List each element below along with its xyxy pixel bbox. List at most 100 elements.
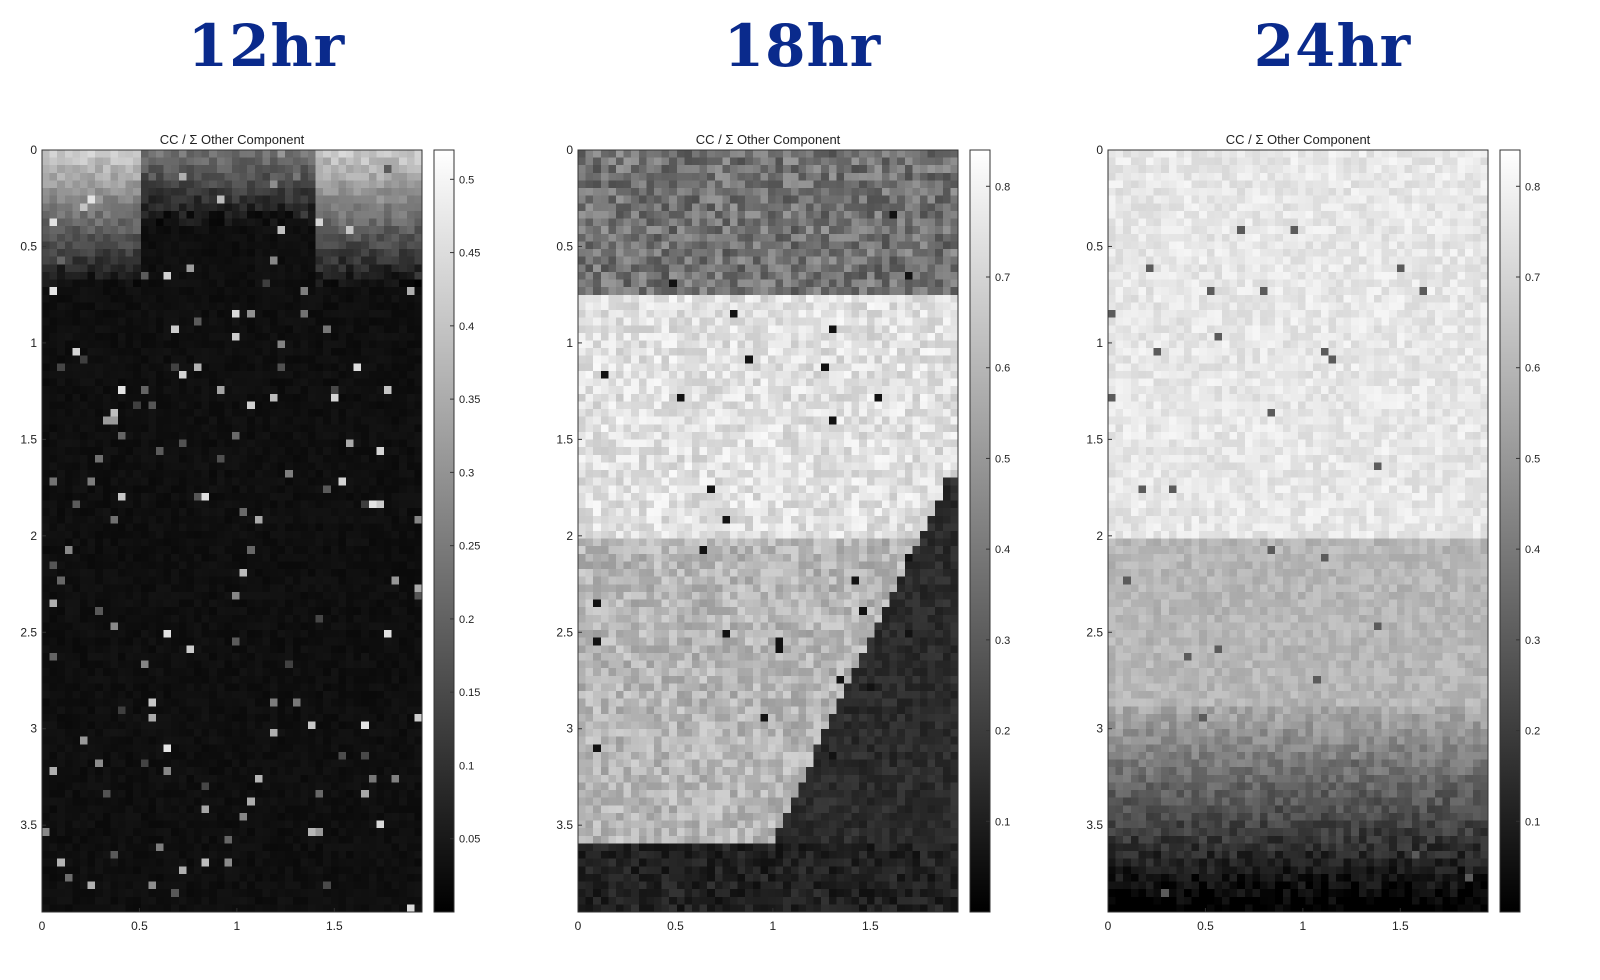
heatmap-cell: [308, 416, 316, 425]
heatmap-cell: [125, 470, 134, 478]
heatmap-cell: [171, 805, 180, 814]
heatmap-cell: [57, 584, 66, 593]
heatmap-cell: [186, 294, 195, 303]
heatmap-cell: [102, 325, 111, 334]
heatmap-cell: [254, 767, 263, 776]
heatmap-cell: [292, 378, 301, 387]
heatmap-cell: [239, 310, 248, 318]
heatmap-cell: [224, 591, 233, 600]
heatmap-cell: [270, 226, 278, 235]
heatmap-cell: [376, 378, 385, 387]
heatmap-cell: [323, 195, 332, 204]
heatmap-cell: [163, 668, 172, 677]
heatmap-cell: [239, 774, 248, 783]
heatmap-cell: [277, 279, 286, 288]
heatmap-cell: [118, 241, 126, 250]
heatmap-cell: [239, 843, 248, 852]
heatmap-cell: [292, 523, 301, 532]
heatmap-cell: [102, 820, 111, 829]
heatmap-cell: [399, 691, 408, 699]
heatmap-cell: [49, 515, 58, 524]
heatmap-cell: [262, 401, 271, 410]
heatmap-cell: [376, 828, 385, 837]
heatmap-cell: [247, 599, 256, 608]
heatmap-cell: [292, 881, 301, 890]
heatmap-cell: [285, 409, 294, 417]
heatmap-cell: [285, 751, 294, 760]
heatmap-cell: [254, 828, 263, 837]
heatmap-cell: [102, 470, 111, 478]
heatmap-cell: [186, 751, 195, 760]
heatmap-cell: [57, 820, 66, 829]
heatmap-cell: [323, 439, 332, 448]
heatmap-cell: [140, 652, 149, 661]
heatmap-cell: [285, 721, 294, 730]
heatmap-cell: [80, 492, 88, 501]
heatmap-cell: [209, 363, 218, 372]
heatmap-cell: [239, 485, 248, 494]
heatmap-cell: [125, 348, 134, 357]
heatmap-cell: [171, 249, 180, 257]
heatmap-cell: [118, 172, 126, 181]
heatmap-cell: [57, 736, 66, 745]
heatmap-cell: [57, 812, 66, 821]
heatmap-cell: [118, 751, 126, 760]
heatmap-cell: [368, 340, 377, 349]
heatmap-cell: [186, 332, 195, 341]
heatmap-cell: [308, 462, 316, 471]
heatmap-cell: [209, 790, 218, 798]
heatmap-cell: [414, 416, 423, 425]
heatmap-cell: [87, 241, 96, 250]
heatmap-cell: [376, 386, 385, 395]
heatmap-cell: [399, 614, 408, 623]
heatmap-cell: [49, 370, 58, 379]
heatmap-cell: [178, 691, 187, 699]
heatmap-cell: [330, 355, 339, 364]
heatmap-cell: [209, 424, 218, 433]
heatmap-cell: [300, 233, 309, 242]
heatmap-cell: [72, 386, 81, 395]
heatmap-cell: [338, 561, 347, 570]
heatmap-cell: [87, 302, 96, 311]
heatmap-cell: [361, 424, 370, 433]
heatmap-cell: [216, 431, 225, 440]
heatmap-cell: [102, 774, 111, 783]
heatmap-cell: [42, 477, 50, 486]
heatmap-cell: [133, 401, 142, 410]
heatmap-cell: [125, 553, 134, 562]
heatmap-cell: [102, 591, 111, 600]
heatmap-cell: [285, 523, 294, 532]
heatmap-cell: [201, 591, 210, 600]
heatmap-cell: [163, 363, 172, 372]
heatmap-cell: [64, 812, 73, 821]
heatmap-cell: [224, 835, 233, 844]
heatmap-cell: [270, 805, 278, 814]
heatmap-cell: [57, 622, 66, 631]
heatmap-cell: [384, 767, 392, 776]
heatmap-cell: [102, 531, 111, 539]
heatmap-cell: [300, 614, 309, 623]
heatmap-cell: [300, 546, 309, 555]
heatmap-cell: [87, 294, 96, 303]
heatmap-cell: [209, 317, 218, 326]
heatmap-cell: [110, 576, 119, 585]
heatmap-cell: [262, 767, 271, 776]
heatmap-cell: [247, 751, 256, 760]
heatmap-cell: [95, 195, 104, 204]
heatmap-cell: [330, 363, 339, 372]
heatmap-cell: [247, 637, 256, 646]
heatmap-cell: [57, 172, 66, 181]
heatmap-cell: [42, 378, 50, 387]
heatmap-cell: [308, 180, 316, 189]
heatmap-cell: [95, 698, 104, 707]
heatmap-cell: [285, 340, 294, 349]
heatmap-cell: [292, 195, 301, 204]
heatmap-cell: [346, 249, 354, 257]
heatmap-cell: [239, 873, 248, 882]
heatmap-cell: [163, 241, 172, 250]
heatmap-cell: [232, 370, 240, 379]
heatmap-cell: [186, 401, 195, 410]
heatmap-cell: [232, 569, 240, 578]
heatmap-cell: [384, 508, 392, 517]
heatmap-cell: [254, 782, 263, 791]
